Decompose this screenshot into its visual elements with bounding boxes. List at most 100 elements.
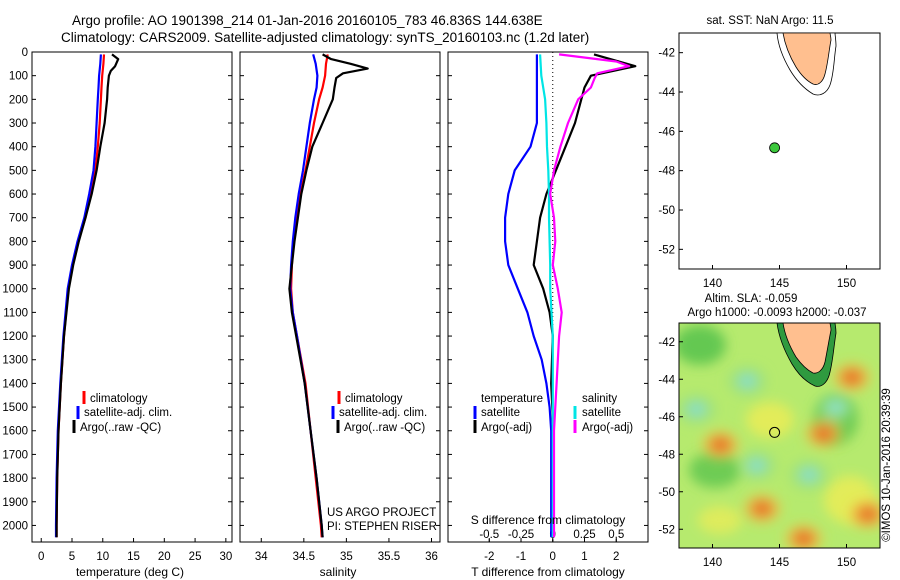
figure-title-line1: Argo profile: AO 1901398_214 01-Jan-2016… [72, 13, 543, 28]
x-tick-label: 15 [127, 551, 140, 563]
legend-label-argo: Argo(..raw -QC) [80, 422, 161, 434]
difference-panel: -2 -1 0 1 2 -0.5 -0.25 0 0.25 0.5 T difference f… [471, 52, 637, 579]
x-tick-label: 20 [158, 551, 171, 563]
sla-map-title: Altim. SLA: -0.059 [705, 293, 798, 305]
legend-title-salinity: salinity [582, 393, 617, 405]
sla-high-feature [698, 427, 743, 462]
depth-tick-label: 400 [9, 142, 28, 154]
x-tick-label: 35 [340, 551, 353, 563]
legend-label-argo: Argo(..raw -QC) [344, 422, 425, 434]
x-tick-label: 2 [613, 551, 619, 563]
map-y-tick-label: -44 [658, 374, 675, 386]
sst-map-ticks: 140 145 150 -42 -44 -46 -48 -50 -52 [658, 48, 856, 290]
temperature-legend: climatology satellite-adj. clim. Argo(..… [72, 391, 172, 434]
series-line-salinity-satellite [539, 54, 554, 538]
x-tick-label: 0 [38, 551, 44, 563]
legend-title-temperature: temperature [481, 393, 543, 405]
sst-map-frame [678, 32, 881, 270]
depth-tick-label: 0 [22, 47, 28, 59]
sst-map-coastline [776, 33, 837, 96]
map-y-tick-label: -46 [658, 412, 675, 424]
legend-label-climatology: climatology [90, 393, 148, 405]
sst-map: sat. SST: NaN Argo: 11.5 140 145 150 -42 -44… [658, 15, 881, 290]
map-y-tick-label: -42 [658, 337, 675, 349]
depth-tick-label: 1500 [2, 402, 28, 414]
series-line-argo-raw-qc- [288, 53, 369, 538]
temperature-panel: 0 5 10 15 20 25 30 temperature (deg C) climato… [38, 53, 232, 579]
depth-tick-label: 300 [9, 118, 28, 130]
project-credit: US ARGO PROJECT [327, 507, 436, 519]
s-tick-label: 0.25 [573, 529, 595, 541]
x-tick-label: 36 [425, 551, 438, 563]
legend-label-satellite: satellite-adj. clim. [339, 407, 427, 419]
x-tick-label: 34.5 [293, 551, 315, 563]
depth-tick-label: 1100 [3, 307, 28, 319]
sla-high-feature [845, 497, 880, 532]
sla-low-feature [813, 390, 858, 425]
legend-label-satellite: satellite-adj. clim. [84, 407, 172, 419]
sla-high-feature [829, 360, 874, 395]
salinity-x-ticks: 34 34.5 35 35.5 36 [255, 538, 438, 563]
imos-watermark: ©IMOS 10-Jan-2016 20:39:39 [881, 388, 893, 542]
t-difference-x-label: T difference from climatology [471, 565, 625, 579]
depth-tick-label: 900 [9, 260, 28, 272]
depth-tick-label: 700 [9, 213, 28, 225]
sla-low-feature [725, 364, 770, 399]
sla-high-feature [801, 416, 846, 451]
sla-map-ticks: 140 145 150 -42 -44 -46 -48 -50 -52 [658, 337, 856, 569]
salinity-lines [288, 53, 369, 538]
legend-label-s-argo: Argo(-adj) [582, 422, 633, 434]
map-x-tick-label: 140 [703, 557, 722, 569]
depth-tick-label: 1600 [2, 426, 28, 438]
argo-float-marker [769, 142, 780, 154]
map-y-tick-label: -52 [658, 524, 675, 536]
temperature-x-label: temperature (deg C) [76, 565, 184, 579]
map-y-tick-label: -50 [658, 487, 675, 499]
legend-label-s-satellite: satellite [582, 407, 621, 419]
salinity-x-label: salinity [320, 565, 357, 579]
s-difference-label: S difference from climatology [471, 513, 626, 527]
sla-map: Altim. SLA: -0.059 Argo h1000: -0.0093 h… [658, 293, 881, 569]
x-tick-label: 25 [189, 551, 202, 563]
series-line-argo-raw-qc- [55, 53, 120, 538]
argo-float-marker [769, 426, 781, 438]
sla-high-feature [781, 521, 826, 548]
depth-tick-label: 200 [9, 94, 28, 106]
depth-tick-label: 1400 [2, 378, 28, 390]
tasmania-landmass [782, 33, 832, 85]
sla-low-feature [787, 457, 831, 492]
x-tick-label: 34 [255, 551, 268, 563]
sla-map-subtitle: Argo h1000: -0.0093 h2000: -0.037 [687, 307, 866, 319]
depth-tick-label: 600 [9, 189, 28, 201]
depth-tick-label: 1900 [2, 497, 28, 509]
depth-axis: 0 100 200 300 400 500 600 700 800 900 1000 1100 1200… [2, 47, 648, 532]
x-tick-label: 35.5 [378, 551, 400, 563]
difference-panel-frame [447, 51, 649, 543]
map-y-tick-label: -46 [658, 126, 675, 138]
tasmania-landmass [782, 323, 832, 374]
s-tick-label: 0.5 [608, 529, 624, 541]
map-y-tick-label: -50 [658, 205, 675, 217]
legend-label-climatology: climatology [345, 393, 403, 405]
x-tick-label: -2 [484, 551, 494, 563]
x-tick-label: 5 [69, 551, 75, 563]
map-y-tick-label: -52 [658, 244, 675, 256]
x-tick-label: 30 [219, 551, 232, 563]
x-tick-label: 1 [581, 551, 587, 563]
map-x-tick-label: 140 [703, 278, 722, 290]
sla-anomaly-features [679, 360, 880, 548]
map-y-tick-label: -42 [658, 48, 675, 60]
sla-field [679, 323, 880, 548]
temperature-x-ticks: 0 5 10 15 20 25 30 [38, 538, 232, 563]
depth-tick-label: 800 [9, 236, 28, 248]
depth-tick-label: 1300 [2, 355, 28, 367]
sla-low-feature [679, 392, 719, 427]
salinity-legend: climatology satellite-adj. clim. Argo(..… [331, 391, 427, 434]
s-tick-label: -0.25 [508, 529, 534, 541]
map-y-tick-label: -48 [658, 166, 675, 178]
map-x-tick-label: 145 [770, 278, 789, 290]
pi-credit: PI: STEPHEN RISER [327, 521, 437, 533]
depth-tick-label: 1200 [2, 331, 28, 343]
difference-legend: temperature satellite Argo(-adj) salinit… [473, 393, 633, 434]
